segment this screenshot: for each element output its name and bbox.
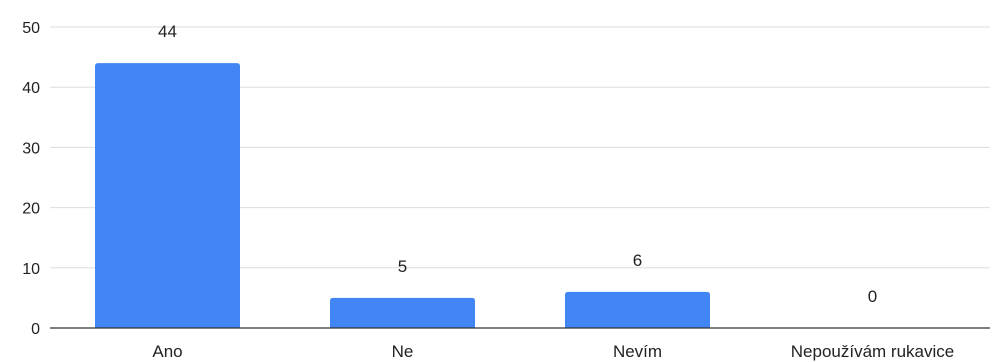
x-category-label: Nevím (613, 342, 662, 361)
data-labels: 44 5 6 0 (158, 22, 877, 306)
y-axis-ticks: 0 10 20 30 40 50 (22, 20, 40, 338)
y-tick-label: 30 (22, 140, 40, 157)
data-label: 0 (868, 287, 877, 306)
y-tick-label: 10 (22, 261, 40, 278)
bars (95, 63, 710, 329)
x-category-label: Ne (392, 342, 414, 361)
data-label: 5 (398, 257, 407, 276)
bar (95, 63, 240, 329)
x-category-label: Ano (152, 342, 182, 361)
y-tick-label: 50 (22, 20, 40, 37)
data-label: 44 (158, 22, 177, 41)
x-axis-categories: Ano Ne Nevím Nepoužívám rukavice (152, 342, 954, 361)
data-label: 6 (633, 251, 642, 270)
y-tick-label: 40 (22, 80, 40, 97)
bar (565, 291, 710, 328)
y-tick-label: 0 (31, 321, 40, 338)
x-category-label: Nepoužívám rukavice (791, 342, 954, 361)
bar (330, 297, 475, 328)
y-tick-label: 20 (22, 201, 40, 218)
